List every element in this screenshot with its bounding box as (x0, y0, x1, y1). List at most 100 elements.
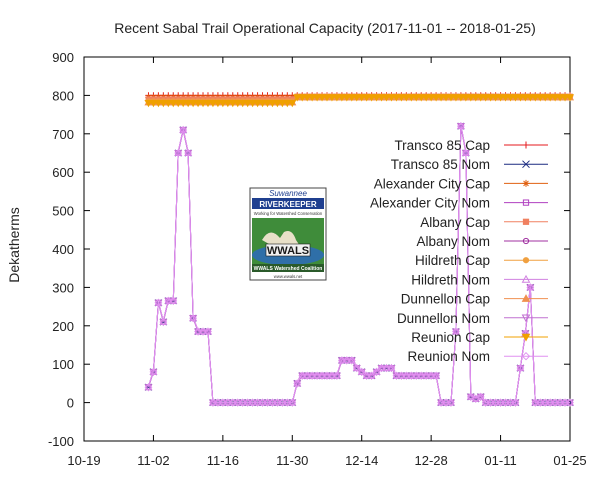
data-point (159, 318, 168, 326)
suwannee-riverkeeper-wwals-logo: Suwannee RIVERKEEPER Working for Watersh… (249, 187, 327, 281)
x-tick-label: 01-11 (484, 453, 516, 468)
legend-label: Dunnellon Cap (401, 292, 490, 307)
data-point (566, 398, 574, 407)
data-point (407, 94, 416, 102)
data-point (516, 364, 525, 372)
logo-url: www.wwals.net (274, 274, 303, 279)
data-point (382, 94, 391, 102)
data-point (387, 94, 396, 102)
data-point (149, 367, 158, 376)
legend-label: Reunion Nom (407, 349, 490, 364)
series-line (148, 124, 570, 404)
data-point (149, 100, 158, 108)
data-point (362, 94, 371, 102)
legend-label: Albany Cap (420, 215, 490, 230)
y-axis-label: Dekatherms (6, 207, 22, 282)
data-point (322, 94, 332, 102)
data-point (144, 100, 153, 108)
legend-label: Dunnellon Nom (397, 311, 490, 326)
data-point (258, 100, 267, 108)
data-point (179, 126, 188, 134)
data-point (154, 100, 163, 108)
data-point (471, 94, 480, 102)
x-tick-label: 12-14 (345, 453, 378, 468)
x-tick-label: 01-25 (553, 453, 586, 468)
y-tick-label: 500 (52, 204, 74, 219)
data-point (184, 100, 193, 108)
data-point (367, 371, 376, 380)
data-point (218, 100, 227, 108)
legend-label: Alexander City Nom (370, 196, 490, 211)
data-point (501, 94, 510, 102)
data-point (298, 94, 307, 102)
y-tick-label: 200 (52, 319, 74, 334)
data-point (447, 398, 455, 407)
data-point (278, 100, 287, 108)
data-point (194, 100, 203, 108)
data-point (397, 94, 406, 102)
series-reunion-cap (144, 94, 575, 108)
data-point (293, 379, 302, 388)
data-point (333, 371, 341, 380)
series-line (148, 124, 570, 404)
y-tick-label: 300 (52, 280, 74, 295)
data-point (456, 94, 465, 102)
x-tick-label: 12-28 (415, 453, 448, 468)
series-reunion-nom (144, 122, 574, 407)
y-tick-label: 400 (52, 242, 74, 257)
data-point (496, 94, 505, 102)
data-point (466, 392, 475, 401)
legend-marker (521, 351, 531, 361)
data-point (283, 100, 292, 108)
y-tick-label: 900 (52, 50, 74, 65)
data-point (565, 94, 575, 102)
legend-marker (522, 179, 530, 187)
series-dunnellon-nom (144, 123, 575, 407)
series-line (148, 126, 570, 404)
data-point (551, 94, 560, 102)
data-point (422, 94, 431, 102)
legend-marker (522, 218, 530, 225)
data-point (198, 100, 208, 108)
data-point (402, 94, 411, 102)
data-point (248, 100, 257, 108)
data-point (461, 94, 470, 102)
data-point (288, 100, 297, 108)
data-point (452, 327, 460, 336)
legend-marker (522, 141, 530, 149)
data-point (427, 94, 436, 102)
data-point (203, 100, 213, 108)
data-point (486, 94, 495, 102)
series-hildreth-nom (144, 121, 575, 406)
series-line (148, 125, 570, 404)
data-point (451, 94, 460, 102)
data-point (332, 94, 341, 102)
data-point (293, 94, 302, 102)
data-point (417, 94, 426, 102)
data-point (367, 94, 376, 102)
data-point (179, 100, 188, 108)
data-point (377, 94, 386, 102)
data-point (526, 94, 535, 102)
logo-tagline: Working for Watershed Conservation (254, 211, 323, 216)
data-point (392, 94, 401, 102)
data-point (223, 100, 232, 108)
data-point (317, 94, 327, 102)
series-transco-85-nom (144, 122, 574, 407)
data-point (263, 100, 272, 108)
y-tick-label: 800 (52, 88, 74, 103)
data-point (476, 392, 485, 401)
series-lines (144, 92, 575, 407)
legend-marker (522, 237, 530, 245)
logo-subtitle: WWALS Watershed Coalition (254, 266, 323, 272)
data-point (560, 94, 570, 102)
legend-marker (522, 160, 530, 169)
data-point (556, 94, 565, 102)
legend-label: Alexander City Cap (374, 176, 490, 191)
data-point (456, 122, 465, 131)
data-point (164, 100, 173, 108)
data-point (521, 94, 530, 102)
data-point (481, 94, 490, 102)
legend-marker (522, 257, 530, 264)
